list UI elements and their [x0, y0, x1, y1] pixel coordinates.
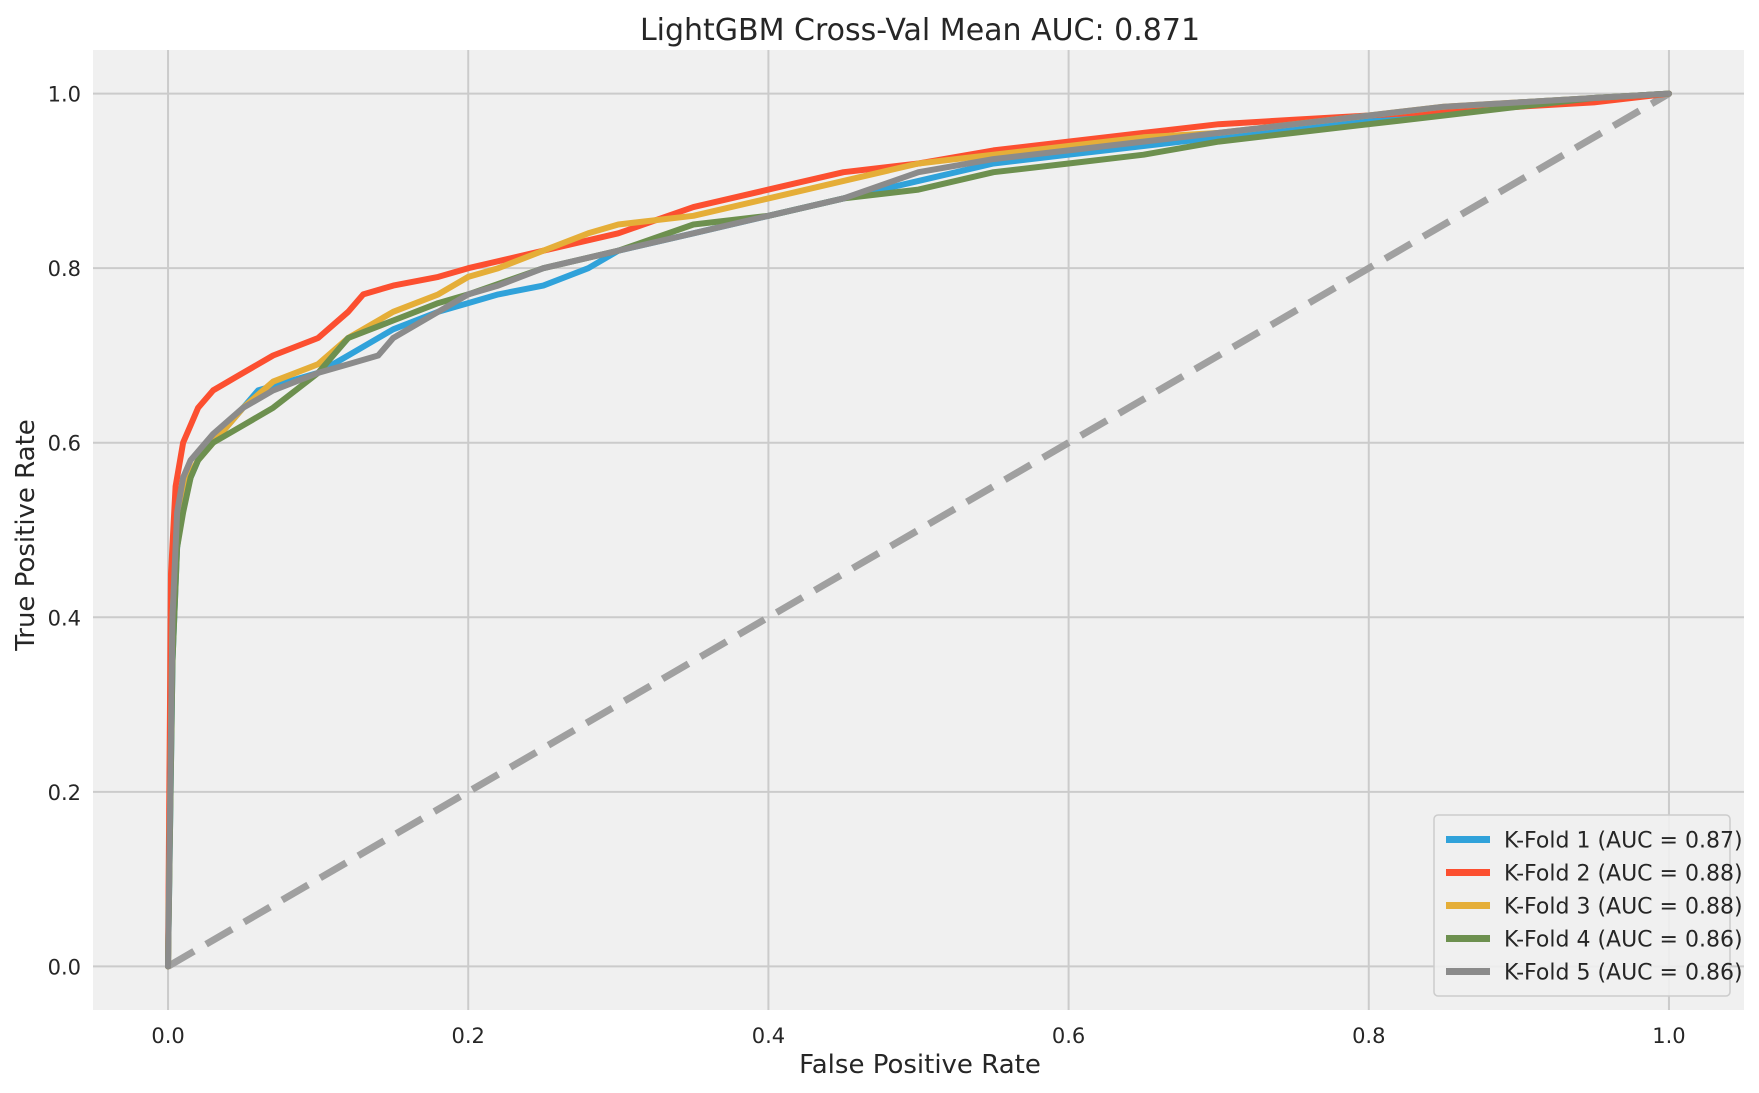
series-line-fold-2 — [165, 90, 1672, 970]
legend-label: K-Fold 1 (AUC = 0.87) — [1504, 829, 1743, 854]
legend-label: K-Fold 5 (AUC = 0.86) — [1504, 961, 1743, 986]
x-tick-label: 0.6 — [1052, 1024, 1085, 1048]
y-tick-label: 0.6 — [48, 432, 81, 456]
reference-diagonal-line — [166, 90, 1671, 970]
y-tick-label: 0.2 — [48, 781, 81, 805]
x-tick-label: 0.2 — [452, 1024, 485, 1048]
chart-title: LightGBM Cross-Val Mean AUC: 0.871 — [640, 13, 1200, 48]
legend: K-Fold 1 (AUC = 0.87) K-Fold 2 (AUC = 0.8… — [1433, 814, 1743, 997]
x-tick-label: 0.8 — [1352, 1024, 1385, 1048]
x-tick-label: 1.0 — [1652, 1024, 1685, 1048]
tick-labels: 0.0 0.2 0.4 0.6 0.8 1.0 0.0 0.2 0.4 0.6 0.8 1.0 — [48, 83, 1686, 1048]
series-line-fold-5 — [165, 90, 1672, 970]
reference-diagonal — [166, 90, 1671, 970]
legend-label: K-Fold 2 (AUC = 0.88) — [1504, 862, 1743, 887]
y-tick-label: 0.8 — [48, 257, 81, 281]
y-tick-label: 0.4 — [48, 606, 81, 630]
x-axis-label: False Positive Rate — [799, 1050, 1041, 1080]
x-tick-label: 0.4 — [752, 1024, 785, 1048]
x-tick-label: 0.0 — [151, 1024, 184, 1048]
y-tick-label: 1.0 — [48, 83, 81, 107]
y-axis-label: True Positive Rate — [11, 419, 41, 652]
series-lines — [165, 90, 1672, 970]
legend-label: K-Fold 3 (AUC = 0.88) — [1504, 895, 1743, 920]
legend-label: K-Fold 4 (AUC = 0.86) — [1504, 928, 1743, 953]
y-tick-label: 0.0 — [48, 955, 81, 979]
legend-box — [1433, 814, 1731, 997]
